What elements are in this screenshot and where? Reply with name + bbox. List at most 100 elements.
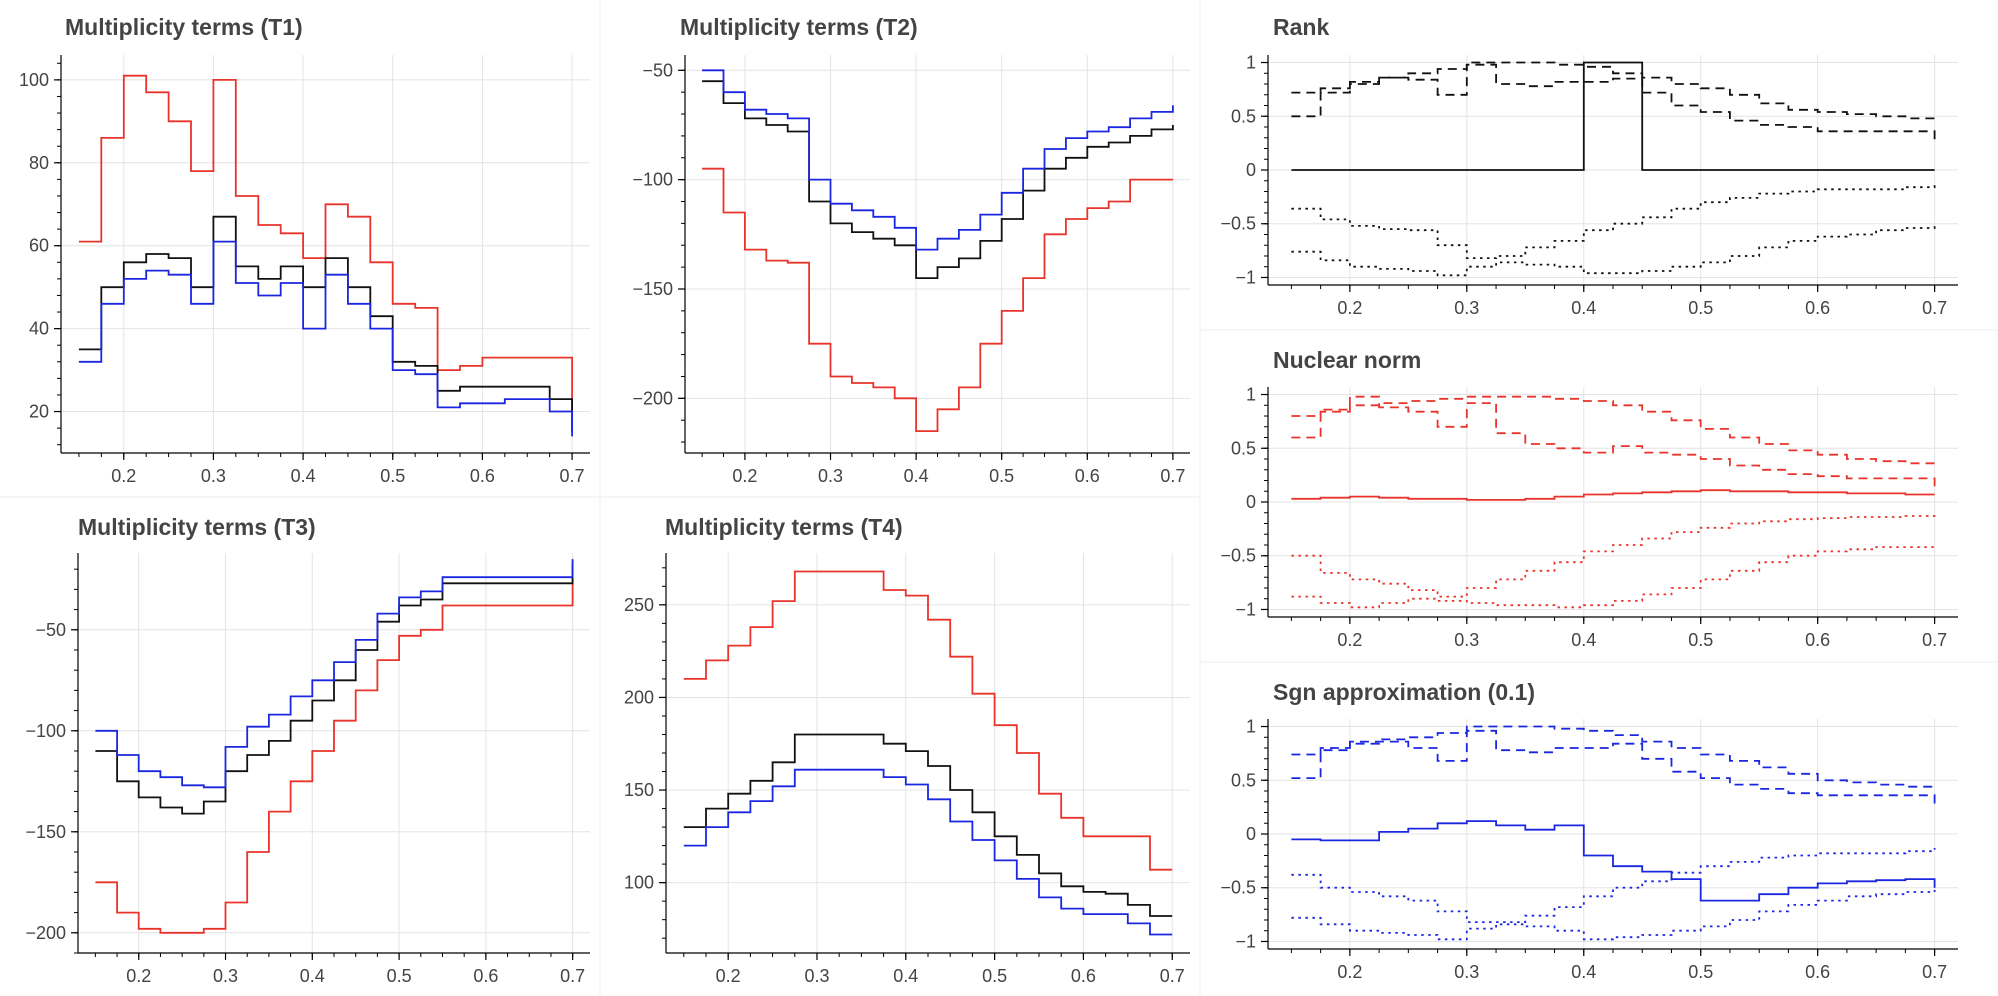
x-tick-label: 0.5 bbox=[1688, 630, 1713, 650]
panel-title-t4: Multiplicity terms (T4) bbox=[665, 514, 903, 540]
y-tick-label: −100 bbox=[25, 721, 66, 741]
series-line-black-solid bbox=[95, 563, 574, 815]
y-tick-label: 80 bbox=[29, 153, 49, 173]
y-tick-label: −1 bbox=[1235, 931, 1256, 951]
y-tick-label: −0.5 bbox=[1220, 878, 1256, 898]
x-tick-label: 0.4 bbox=[291, 466, 316, 486]
y-tick-label: 1 bbox=[1246, 385, 1256, 405]
y-tick-label: −50 bbox=[642, 60, 673, 80]
y-tick-label: 100 bbox=[624, 873, 654, 893]
series-line-blue-solid bbox=[702, 69, 1174, 251]
series-line-black-dashed bbox=[1291, 63, 1936, 141]
x-tick-label: 0.2 bbox=[1337, 962, 1362, 982]
y-tick-label: −0.5 bbox=[1220, 214, 1256, 234]
y-tick-label: 0.5 bbox=[1231, 106, 1256, 126]
y-tick-label: 0 bbox=[1246, 824, 1256, 844]
y-tick-label: 1 bbox=[1246, 53, 1256, 73]
x-tick-label: 0.5 bbox=[989, 466, 1014, 486]
y-tick-label: −1 bbox=[1235, 267, 1256, 287]
series-line-red-solid bbox=[683, 570, 1173, 871]
panel-title-t3: Multiplicity terms (T3) bbox=[78, 514, 316, 540]
series-line-red-solid bbox=[702, 167, 1173, 432]
series-line-black-solid bbox=[683, 733, 1173, 917]
x-tick-label: 0.3 bbox=[213, 966, 238, 986]
panel-title-sgn-approximation: Sgn approximation (0.1) bbox=[1273, 679, 1535, 705]
panel-title-t1: Multiplicity terms (T1) bbox=[65, 14, 303, 40]
series-line-blue-dashed bbox=[1291, 725, 1936, 789]
y-tick-label: 40 bbox=[29, 319, 49, 339]
y-tick-label: 0.5 bbox=[1231, 438, 1256, 458]
y-tick-label: 100 bbox=[19, 70, 49, 90]
y-tick-label: −200 bbox=[632, 388, 673, 408]
x-tick-label: 0.5 bbox=[1688, 962, 1713, 982]
y-tick-label: −150 bbox=[25, 822, 66, 842]
x-tick-label: 0.7 bbox=[1160, 466, 1185, 486]
y-tick-label: 200 bbox=[624, 687, 654, 707]
panel-title-nuclear-norm: Nuclear norm bbox=[1273, 347, 1421, 373]
y-tick-label: 0 bbox=[1246, 160, 1256, 180]
y-tick-label: −0.5 bbox=[1220, 546, 1256, 566]
series-line-black-solid bbox=[78, 215, 573, 433]
x-tick-label: 0.2 bbox=[126, 966, 151, 986]
series-line-blue-dashed bbox=[1291, 729, 1936, 807]
series-line-blue-dotted bbox=[1291, 889, 1936, 941]
y-tick-label: 0 bbox=[1246, 492, 1256, 512]
x-tick-label: 0.6 bbox=[470, 466, 495, 486]
x-tick-label: 0.3 bbox=[201, 466, 226, 486]
x-tick-label: 0.4 bbox=[1571, 298, 1596, 318]
x-tick-label: 0.3 bbox=[818, 466, 843, 486]
y-tick-label: −1 bbox=[1235, 599, 1256, 619]
series-line-blue-solid bbox=[1291, 820, 1936, 902]
x-tick-label: 0.7 bbox=[560, 966, 585, 986]
y-tick-label: 0.5 bbox=[1231, 770, 1256, 790]
x-tick-label: 0.2 bbox=[111, 466, 136, 486]
series-line-red-solid bbox=[95, 573, 574, 934]
x-tick-label: 0.3 bbox=[804, 966, 829, 986]
y-tick-label: −50 bbox=[35, 620, 66, 640]
series-line-red-dashed bbox=[1291, 395, 1936, 490]
series-line-blue-dotted bbox=[1291, 848, 1936, 923]
x-tick-label: 0.2 bbox=[732, 466, 757, 486]
series-line-blue-solid bbox=[683, 768, 1173, 936]
y-tick-label: 60 bbox=[29, 236, 49, 256]
x-tick-label: 0.3 bbox=[1454, 298, 1479, 318]
series-line-blue-solid bbox=[95, 559, 574, 789]
x-tick-label: 0.4 bbox=[1571, 962, 1596, 982]
y-tick-label: −200 bbox=[25, 923, 66, 943]
series-line-black-solid bbox=[702, 80, 1174, 279]
y-tick-label: 1 bbox=[1246, 717, 1256, 737]
series-line-black-dashed bbox=[1291, 61, 1936, 122]
y-tick-label: 150 bbox=[624, 780, 654, 800]
series-line-red-solid bbox=[1291, 489, 1935, 501]
y-tick-label: 250 bbox=[624, 595, 654, 615]
x-tick-label: 0.7 bbox=[560, 466, 585, 486]
x-tick-label: 0.6 bbox=[1075, 466, 1100, 486]
x-tick-label: 0.4 bbox=[300, 966, 325, 986]
x-tick-label: 0.6 bbox=[1071, 966, 1096, 986]
y-tick-label: −150 bbox=[632, 279, 673, 299]
series-line-red-dotted bbox=[1291, 512, 1936, 598]
series-line-black-dotted bbox=[1291, 225, 1936, 277]
series-line-black-dotted bbox=[1291, 184, 1936, 259]
x-tick-label: 0.5 bbox=[1688, 298, 1713, 318]
series-line-red-dotted bbox=[1291, 545, 1936, 609]
x-tick-label: 0.2 bbox=[716, 966, 741, 986]
x-tick-label: 0.5 bbox=[387, 966, 412, 986]
x-tick-label: 0.4 bbox=[893, 966, 918, 986]
x-tick-label: 0.6 bbox=[1805, 298, 1830, 318]
x-tick-label: 0.3 bbox=[1454, 962, 1479, 982]
x-tick-label: 0.4 bbox=[1571, 630, 1596, 650]
panel-title-rank: Rank bbox=[1273, 14, 1329, 40]
x-tick-label: 0.7 bbox=[1922, 962, 1947, 982]
x-tick-label: 0.6 bbox=[473, 966, 498, 986]
x-tick-label: 0.6 bbox=[1805, 962, 1830, 982]
series-line-blue-solid bbox=[78, 240, 573, 437]
series-line-red-solid bbox=[78, 74, 573, 412]
x-tick-label: 0.2 bbox=[1337, 630, 1362, 650]
x-tick-label: 0.5 bbox=[380, 466, 405, 486]
y-tick-label: 20 bbox=[29, 402, 49, 422]
x-tick-label: 0.4 bbox=[904, 466, 929, 486]
y-tick-label: −100 bbox=[632, 170, 673, 190]
x-tick-label: 0.7 bbox=[1922, 298, 1947, 318]
x-tick-label: 0.3 bbox=[1454, 630, 1479, 650]
